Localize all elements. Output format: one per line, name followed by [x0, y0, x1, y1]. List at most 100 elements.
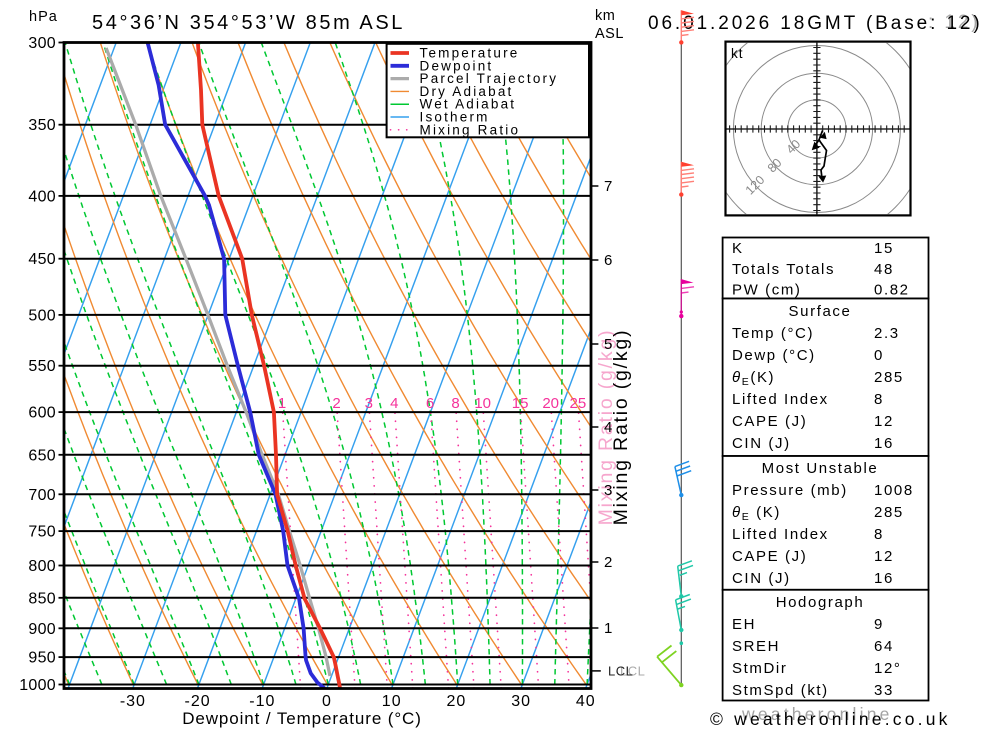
- svg-text:Parcel Trajectory: Parcel Trajectory: [420, 71, 559, 86]
- svg-text:Mixing Ratio: Mixing Ratio: [420, 122, 521, 137]
- svg-text:4: 4: [604, 419, 612, 436]
- svg-text:650: 650: [28, 447, 56, 464]
- svg-text:EH: EH: [732, 616, 756, 633]
- svg-text:Surface: Surface: [789, 303, 852, 320]
- svg-text:Mixing Ratio (g/kg): Mixing Ratio (g/kg): [595, 329, 617, 526]
- svg-text:Dewpoint / Temperature (°C): Dewpoint / Temperature (°C): [182, 709, 422, 728]
- svg-text:500: 500: [28, 307, 56, 324]
- svg-text:StmSpd (kt): StmSpd (kt): [732, 682, 829, 699]
- svg-text:weatheronline: weatheronline: [741, 704, 893, 724]
- svg-text:48: 48: [874, 261, 894, 278]
- svg-text:ASL: ASL: [595, 26, 624, 42]
- svg-text:25: 25: [570, 395, 587, 412]
- svg-text:LCL: LCL: [608, 664, 633, 679]
- svg-text:400: 400: [28, 188, 56, 205]
- svg-text:3: 3: [604, 482, 612, 499]
- svg-text:2: 2: [332, 395, 340, 412]
- svg-text:Most Unstable: Most Unstable: [762, 460, 879, 477]
- svg-text:300: 300: [28, 35, 56, 52]
- svg-text:Isotherm: Isotherm: [420, 110, 490, 125]
- svg-text:: 12): : 12): [928, 12, 981, 33]
- svg-text:285: 285: [874, 504, 904, 521]
- svg-text:Dewpoint: Dewpoint: [420, 58, 494, 73]
- svg-text:-20: -20: [185, 693, 211, 710]
- svg-text:450: 450: [28, 251, 56, 268]
- svg-text:06.01.2026 18GMT (Base: 12): 06.01.2026 18GMT (Base: 12): [648, 13, 983, 34]
- svg-text:350: 350: [28, 117, 56, 134]
- svg-text:10: 10: [474, 395, 491, 412]
- svg-text:K: K: [732, 240, 744, 257]
- svg-text:Temp (°C): Temp (°C): [732, 325, 814, 342]
- svg-text:1008: 1008: [874, 482, 914, 499]
- svg-text:8: 8: [874, 526, 884, 543]
- svg-text:40: 40: [576, 693, 596, 710]
- svg-text:600: 600: [28, 405, 56, 422]
- svg-text:Lifted Index: Lifted Index: [732, 391, 829, 408]
- svg-text:4: 4: [390, 395, 398, 412]
- svg-text:8: 8: [874, 391, 884, 408]
- svg-text:16: 16: [874, 435, 894, 452]
- svg-text:1000: 1000: [19, 677, 56, 694]
- svg-text:12°: 12°: [874, 660, 901, 677]
- svg-text:5: 5: [604, 336, 612, 353]
- svg-text:kt: kt: [731, 46, 744, 61]
- svg-text:20: 20: [447, 693, 467, 710]
- svg-text:-10: -10: [249, 693, 275, 710]
- svg-text:Totals Totals: Totals Totals: [732, 261, 835, 278]
- svg-text:9: 9: [874, 616, 884, 633]
- svg-text:700: 700: [28, 487, 56, 504]
- svg-text:θE (K): θE (K): [732, 504, 781, 523]
- svg-text:PW (cm): PW (cm): [732, 282, 802, 299]
- svg-text:StmDir: StmDir: [732, 660, 787, 677]
- svg-text:0: 0: [874, 347, 884, 364]
- svg-text:16: 16: [874, 570, 894, 587]
- svg-text:900: 900: [28, 621, 56, 638]
- svg-text:1: 1: [278, 395, 286, 412]
- svg-text:850: 850: [28, 590, 56, 607]
- svg-text:LCL: LCL: [620, 664, 645, 679]
- svg-text:20: 20: [542, 395, 559, 412]
- svg-text:CIN (J): CIN (J): [732, 570, 791, 587]
- svg-text:1: 1: [604, 620, 612, 637]
- svg-text:64: 64: [874, 638, 894, 655]
- svg-text:12: 12: [874, 548, 894, 565]
- svg-text:285: 285: [874, 369, 904, 386]
- svg-text:km: km: [595, 8, 615, 24]
- svg-text:3: 3: [365, 395, 373, 412]
- svg-text:6: 6: [426, 395, 434, 412]
- svg-text:800: 800: [28, 558, 56, 575]
- svg-text:Dry Adiabat: Dry Adiabat: [420, 84, 514, 99]
- svg-text:θE(K): θE(K): [732, 369, 775, 388]
- svg-text:0.82: 0.82: [874, 282, 910, 299]
- svg-text:Lifted Index: Lifted Index: [732, 526, 829, 543]
- svg-text:0: 0: [322, 693, 332, 710]
- svg-text:Pressure (mb): Pressure (mb): [732, 482, 848, 499]
- svg-text:33: 33: [874, 682, 894, 699]
- svg-text:CAPE (J): CAPE (J): [732, 413, 807, 430]
- svg-text:2.3: 2.3: [874, 325, 900, 342]
- svg-text:750: 750: [28, 524, 56, 541]
- svg-text:15: 15: [512, 395, 529, 412]
- svg-text:Hodograph: Hodograph: [776, 594, 865, 611]
- svg-text:SREH: SREH: [732, 638, 780, 655]
- svg-text:10: 10: [382, 693, 402, 710]
- svg-text:54°36’N 354°53’W 85m ASL: 54°36’N 354°53’W 85m ASL: [92, 12, 405, 34]
- svg-text:30: 30: [511, 693, 531, 710]
- svg-text:Temperature: Temperature: [420, 46, 520, 61]
- svg-text:CIN (J): CIN (J): [732, 435, 791, 452]
- svg-text:550: 550: [28, 358, 56, 375]
- svg-text:hPa: hPa: [29, 9, 58, 25]
- svg-text:15: 15: [874, 240, 894, 257]
- svg-text:2: 2: [604, 554, 612, 571]
- svg-text:Mixing Ratio (g/kg): Mixing Ratio (g/kg): [610, 329, 632, 526]
- svg-text:6: 6: [604, 252, 612, 269]
- svg-text:950: 950: [28, 650, 56, 667]
- svg-text:Wet Adiabat: Wet Adiabat: [420, 97, 517, 112]
- svg-text:7: 7: [604, 178, 612, 195]
- svg-text:-30: -30: [120, 693, 146, 710]
- svg-text:CAPE (J): CAPE (J): [732, 548, 807, 565]
- svg-text:© weatheronline.co.uk: © weatheronline.co.uk: [710, 709, 951, 729]
- svg-text:Dewp (°C): Dewp (°C): [732, 347, 816, 364]
- svg-text:8: 8: [451, 395, 459, 412]
- svg-text:12: 12: [874, 413, 894, 430]
